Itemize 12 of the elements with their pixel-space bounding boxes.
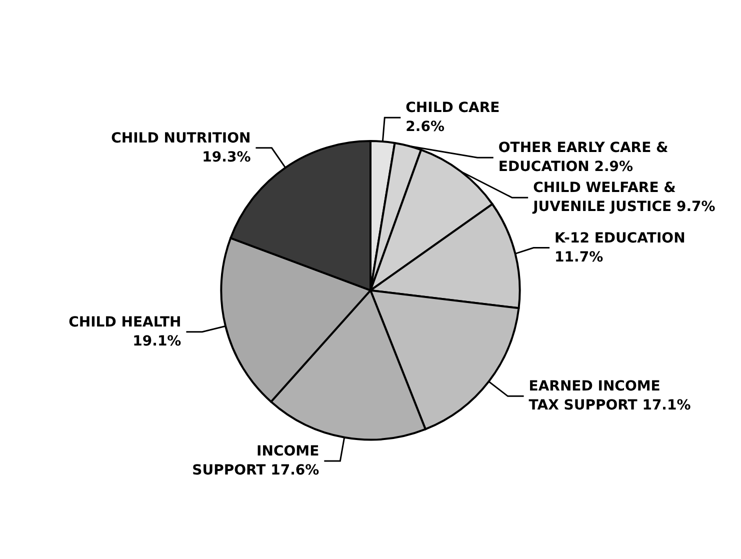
data-label: 19.1% [132, 333, 182, 350]
slice-label: CHILD HEALTH [68, 314, 182, 330]
slice-label: CHILD WELFARE & JUVENILE JUSTICE 9.7% [532, 180, 716, 216]
slice-label: K-12 EDUCATION [554, 230, 686, 246]
data-label: 2.6% [406, 119, 444, 136]
data-label: 19.3% [202, 149, 251, 166]
slice-label: EARNED INCOME TAX SUPPORT 17.1% [528, 378, 691, 414]
data-label: 11.7% [554, 249, 604, 266]
slice-label: OTHER EARLY CARE & EDUCATION 2.9% [498, 140, 668, 176]
slice-label: INCOME SUPPORT 17.6% [192, 444, 320, 479]
slice-label: CHILD CARE [406, 100, 500, 116]
slice-label: CHILD NUTRITION [111, 130, 251, 146]
